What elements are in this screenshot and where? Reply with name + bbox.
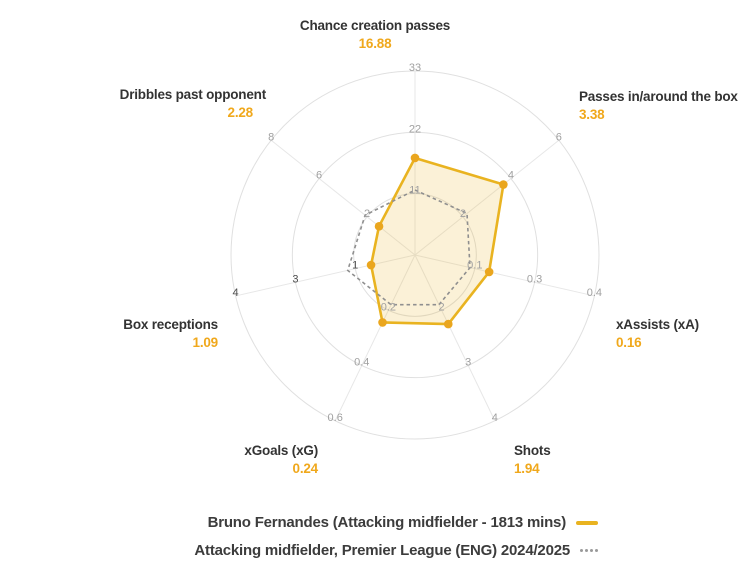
legend-label: Bruno Fernandes (Attacking midfielder - … xyxy=(207,514,567,531)
axis-label-dribbles-past-opponent: Dribbles past opponent 2.28 xyxy=(0,86,267,121)
data-point-marker xyxy=(484,267,494,277)
axis-tick-label: 8 xyxy=(268,131,274,143)
data-point-marker xyxy=(374,222,384,231)
axis-label-passes-in-around-the-box: Passes in/around the box 3.38 xyxy=(579,88,738,123)
axis-title: xGoals (xG) xyxy=(244,443,318,458)
axis-title: Shots xyxy=(514,443,551,458)
data-point-marker xyxy=(443,319,453,329)
axis-tick-label: 22 xyxy=(409,123,421,135)
axis-label-box-receptions: Box receptions 1.09 xyxy=(0,316,218,351)
axis-value: 1.09 xyxy=(192,335,219,350)
axis-value: 1.94 xyxy=(514,461,540,476)
axis-value: 16.88 xyxy=(358,36,392,51)
axis-tick-label: 6 xyxy=(556,131,562,143)
axis-tick-label: 6 xyxy=(316,170,322,182)
axis-tick-label: 0.4 xyxy=(354,357,369,369)
legend-item-league-average[interactable]: Attacking midfielder, Premier League (EN… xyxy=(194,542,598,559)
axis-title: Box receptions xyxy=(123,317,218,332)
league-average-polygon xyxy=(346,189,471,306)
axis-title: Chance creation passes xyxy=(299,18,451,33)
axis-tick-label: 2 xyxy=(460,208,466,220)
axis-tick-label: 3 xyxy=(465,357,471,369)
solid-line-swatch-icon xyxy=(576,520,598,525)
axis-value: 0.16 xyxy=(616,335,642,350)
axis-tick-label: 0.6 xyxy=(328,412,343,424)
radar-chart: 11 22 33 2 4 6 0.1 0.3 0.4 2 3 4 0.2 0.4 0.6 1 3 4 2 6 8 xyxy=(230,62,602,440)
axis-label-xgoals: xGoals (xG) 0.24 xyxy=(0,442,318,477)
axis-spoke xyxy=(414,254,496,421)
axis-tick-label: 33 xyxy=(409,62,421,74)
legend: Bruno Fernandes (Attacking midfielder - … xyxy=(194,514,598,559)
axis-spoke xyxy=(270,139,416,256)
player-polygon xyxy=(369,156,505,326)
axis-value: 0.24 xyxy=(292,461,319,476)
axis-tick-label: 4 xyxy=(233,287,239,299)
axis-tick-label: 4 xyxy=(508,170,514,182)
legend-label: Attacking midfielder, Premier League (EN… xyxy=(194,542,570,559)
axis-title: Passes in/around the box xyxy=(579,89,738,104)
data-point-marker xyxy=(366,260,376,270)
axis-title: Dribbles past opponent xyxy=(119,87,267,102)
axis-label-shots: Shots 1.94 xyxy=(514,442,551,477)
axis-tick-label: 0.2 xyxy=(381,301,396,313)
grid-ring xyxy=(230,70,600,440)
axis-spoke xyxy=(414,254,595,297)
axis-tick-label: 3 xyxy=(292,273,298,285)
data-point-marker xyxy=(378,318,387,327)
axis-value: 3.38 xyxy=(579,107,605,122)
axis-tick-label: 2 xyxy=(364,208,370,220)
axis-label-xassists: xAssists (xA) 0.16 xyxy=(616,316,699,351)
axis-tick-label: 0.1 xyxy=(467,260,482,272)
axis-value: 2.28 xyxy=(227,105,254,120)
axis-title: xAssists (xA) xyxy=(616,317,699,332)
axis-tick-label: 0.3 xyxy=(527,273,542,285)
legend-item-player[interactable]: Bruno Fernandes (Attacking midfielder - … xyxy=(208,514,598,531)
axis-tick-label: 11 xyxy=(409,185,420,197)
dotted-line-swatch-icon xyxy=(580,549,598,552)
axis-spoke xyxy=(414,139,560,256)
data-point-marker xyxy=(410,153,420,163)
axis-label-chance-creation-passes: Chance creation passes 16.88 xyxy=(0,17,750,52)
data-point-marker xyxy=(499,180,508,189)
axis-tick-label: 1 xyxy=(352,260,358,272)
axis-tick-label: 0.4 xyxy=(587,287,602,299)
axis-tick-label: 2 xyxy=(439,301,445,313)
axis-spoke xyxy=(235,254,416,297)
axis-tick-label: 4 xyxy=(492,412,498,424)
axis-spoke xyxy=(334,254,416,421)
